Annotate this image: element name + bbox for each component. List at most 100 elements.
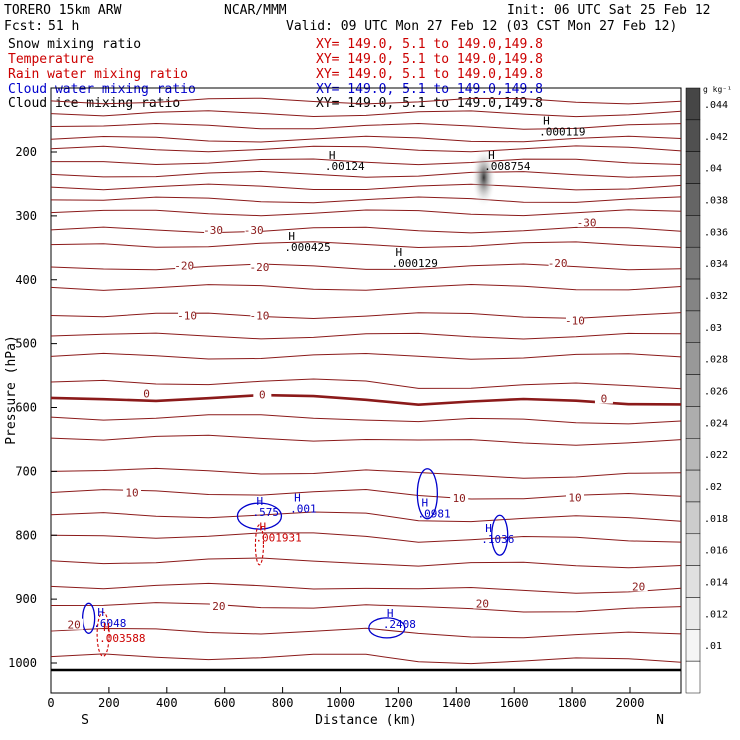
colorbar-tick-label: .014 [704,578,728,589]
colorbar-tick-label: .028 [704,355,728,366]
isotherm-label: -10 [250,310,270,323]
fcst-label: Fcst: [4,19,43,34]
isotherm-line [50,653,682,665]
isotherm-line [50,158,682,166]
isotherm-label: 20 [68,619,81,632]
colorbar-segment [685,374,701,407]
isotherm-label: 10 [568,492,581,505]
isotherm-label-bg [175,259,194,271]
colorbar-segment [685,565,701,598]
x-tick-label: 600 [214,696,236,710]
legend-snow: Snow mixing ratio [8,37,141,52]
y-tick-label: 800 [15,528,37,542]
isotherm-line [50,511,682,523]
colorbar-tick-label: .016 [704,546,728,557]
colorbar-segment [685,278,701,312]
isotherm-line [50,378,682,390]
maximum-marker-h: H [103,621,110,634]
y-tick-label: 600 [15,401,37,415]
colorbar-tick-label: .024 [704,418,728,429]
colorbar-segment [685,660,701,694]
maximum-value-label: .008754 [484,160,531,173]
colorbar-unit: g kg⁻¹ [703,85,732,94]
maximum-marker-h: H [387,607,394,620]
isotherm-label-bg [209,600,228,612]
isotherm-label-bg [577,216,596,228]
colorbar-segment [685,310,701,343]
rain-contour [96,611,110,657]
x-end-label-s: S [81,713,89,728]
legend-cloud-water: Cloud water mixing ratio [8,82,196,97]
isotherm-label-bg [65,618,84,630]
colorbar-tick-label: .012 [704,609,728,620]
maximum-value-label: .001931 [255,532,301,545]
maximum-value-label: .2408 [383,618,416,631]
x-end-label-n: N [656,713,664,728]
maximum-marker-h: H [329,149,336,162]
isotherm-line [50,122,682,130]
y-tick-label: 900 [15,592,37,606]
maximum-value-label: .575 [253,506,279,519]
maximum-value-label: .00124 [325,160,365,173]
legend-range-0: XY= 149.0, 5.1 to 149.0,149.8 [316,37,543,52]
isotherm-label: -30 [203,224,223,237]
x-tick-label: 1000 [326,696,355,710]
maximum-marker-h: H [97,606,104,619]
maximum-marker-h: H [288,230,295,243]
legend-range-1: XY= 149.0, 5.1 to 149.0,149.8 [316,52,543,67]
isotherm-line [50,226,682,234]
maximum-marker-h: H [294,491,301,504]
isotherm-label-bg [629,580,648,592]
isotherm-line [50,283,682,291]
isotherm-label-bg [178,309,197,321]
model-title: TORERO 15km ARW [4,3,122,18]
isotherm-label: -20 [548,257,568,270]
isotherm-label: 0 [143,387,150,400]
isotherm-line [50,393,682,407]
isotherm-line [50,627,682,639]
isotherm-label: -10 [177,310,197,323]
isotherm-label: 0 [259,389,266,402]
maximum-marker-h: H [543,114,550,127]
isotherm-label: 20 [476,598,489,611]
legend-rain: Rain water mixing ratio [8,67,188,82]
isotherm-label-bg [137,387,156,399]
isotherm-label: -30 [577,216,597,229]
colorbar-segment [685,438,701,471]
x-tick-label: 200 [98,696,120,710]
maximum-marker-h: H [257,495,264,508]
isotherm-label: -20 [250,261,270,274]
isotherm-label: 20 [212,600,225,613]
isotherm-line [50,312,682,320]
isotherm-label-bg [123,486,142,498]
isotherm-label: -20 [174,260,194,273]
x-tick-label: 1800 [558,696,587,710]
y-axis-title: Pressure (hPa) [4,335,19,445]
y-tick-label: 1000 [8,656,37,670]
y-tick-label: 400 [15,273,37,287]
colorbar-tick-label: .022 [704,450,728,461]
colorbar-tick-label: .02 [704,482,722,493]
colorbar-tick-label: .036 [704,227,728,238]
maximum-value-label: .1036 [481,533,514,546]
colorbar-segment [685,501,701,535]
isotherm-line [50,241,682,249]
isotherm-label-bg [204,223,223,235]
x-tick-label: 0 [47,696,54,710]
x-tick-label: 400 [156,696,178,710]
x-tick-label: 800 [272,696,294,710]
isotherm-line [50,352,682,360]
isotherm-line [50,263,682,271]
isotherm-line [50,196,682,204]
isotherm-line [50,209,682,217]
colorbar-tick-label: .044 [704,100,728,111]
isotherm-line [50,602,682,613]
isotherm-label-bg [244,223,263,235]
cloud-water-contour [236,502,283,530]
cloud-water-contour [491,514,509,556]
isotherm-label: -30 [244,224,264,237]
maximum-marker-h: H [259,521,266,534]
isotherm-label: 10 [453,492,466,505]
center-title: NCAR/MMM [224,3,287,18]
